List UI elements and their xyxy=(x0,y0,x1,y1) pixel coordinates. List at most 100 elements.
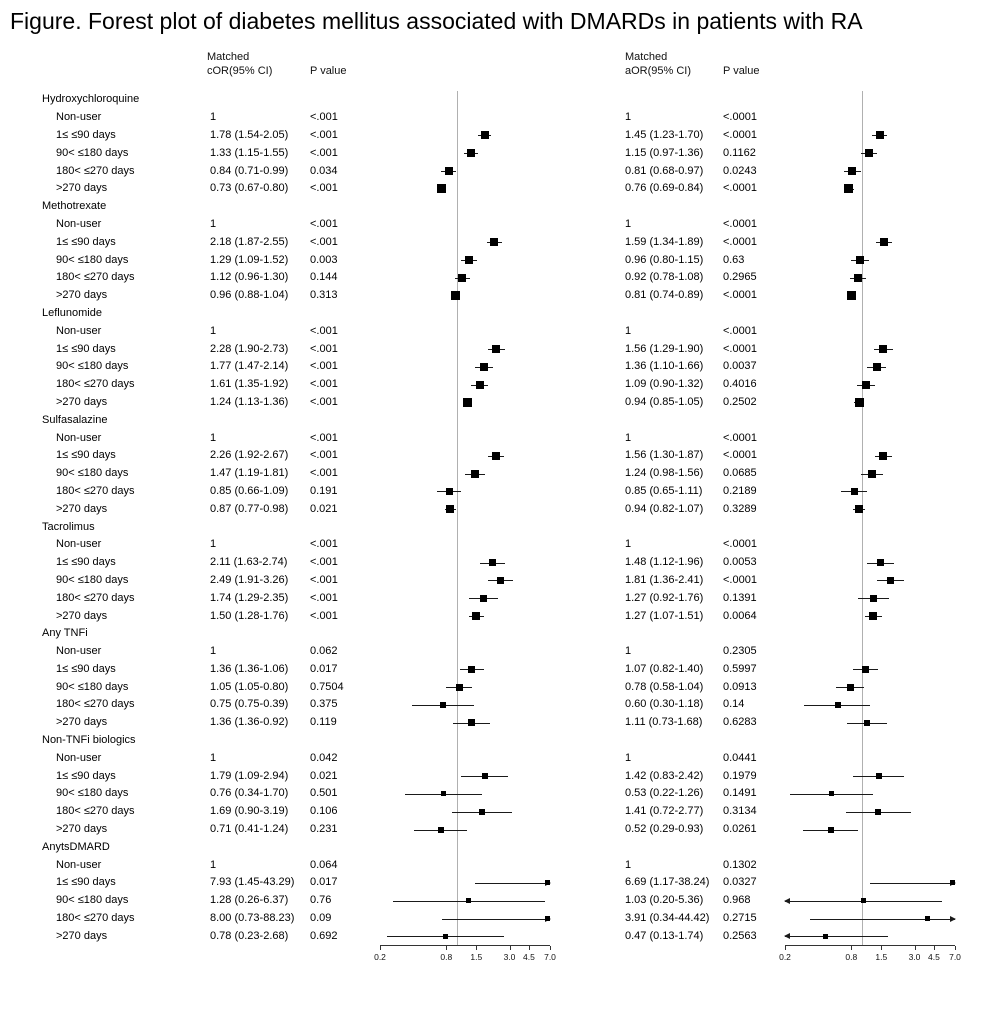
row-label: 1≤ ≤90 days xyxy=(56,342,116,355)
forest-plot-cell-cor xyxy=(380,340,550,358)
forest-plot-cell-cor xyxy=(380,215,550,234)
reference-line xyxy=(457,91,458,109)
forest-data-row: 1≤ ≤90 days 2.28 (1.90-2.73) <.001 1.56 (1.… xyxy=(0,340,1001,358)
axis-tick xyxy=(550,946,551,951)
point-estimate-marker xyxy=(466,898,472,904)
forest-plot-cell-aor xyxy=(785,713,955,732)
axis-tick-label: 0.2 xyxy=(374,952,386,963)
forest-group-row: Leflunomide xyxy=(0,304,1001,323)
point-estimate-marker xyxy=(855,505,863,514)
cor-value: 1.05 (1.05-0.80) xyxy=(210,680,289,693)
axis-tick xyxy=(881,946,883,951)
point-estimate-marker xyxy=(875,773,882,780)
reference-line xyxy=(457,749,458,768)
forest-group-row: Tacrolimus xyxy=(0,518,1001,536)
point-estimate-marker xyxy=(444,167,453,176)
point-estimate-marker xyxy=(864,149,873,158)
reference-line xyxy=(862,197,863,216)
group-label: Sulfasalazine xyxy=(42,413,108,426)
cor-value: 1.61 (1.35-1.92) xyxy=(210,378,289,391)
axis-tick-label: 4.5 xyxy=(927,952,940,963)
reference-line xyxy=(457,144,458,163)
cor-pvalue: <.001 xyxy=(310,467,338,480)
forest-data-row: 90< ≤180 days 2.49 (1.91-3.26) <.001 1.81 (… xyxy=(0,571,1001,590)
cor-pvalue: 0.042 xyxy=(310,751,338,764)
reference-line xyxy=(862,340,863,358)
forest-plot-cell-aor xyxy=(785,500,955,519)
aor-value: 1 xyxy=(625,858,632,871)
point-estimate-marker xyxy=(481,773,488,780)
cor-pvalue: 0.106 xyxy=(310,805,338,818)
cor-pvalue: 0.064 xyxy=(310,858,338,871)
reference-line xyxy=(862,215,863,234)
aor-pvalue: 0.2563 xyxy=(723,929,757,942)
cor-pvalue: <.001 xyxy=(310,573,338,586)
forest-plot-cell-cor xyxy=(380,767,550,786)
point-estimate-marker xyxy=(854,397,864,407)
point-estimate-marker xyxy=(466,149,475,158)
reference-line xyxy=(457,660,458,679)
aor-pvalue: <.0001 xyxy=(723,538,757,551)
point-estimate-marker xyxy=(861,665,869,673)
forest-data-row: 1≤ ≤90 days 2.18 (1.87-2.55) <.001 1.59 (1.… xyxy=(0,233,1001,252)
forest-plot-cell-aor xyxy=(785,767,955,786)
forest-data-row: 180< ≤270 days 0.84 (0.71-0.99) 0.034 0.81 … xyxy=(0,162,1001,180)
row-label: >270 days xyxy=(56,502,108,515)
cor-pvalue: 0.09 xyxy=(310,912,332,925)
forest-data-row: 90< ≤180 days 1.77 (1.47-2.14) <.001 1.36 (… xyxy=(0,357,1001,376)
point-estimate-marker xyxy=(863,719,870,726)
row-label: >270 days xyxy=(56,395,108,408)
forest-plot-cell-cor xyxy=(380,446,550,465)
cor-pvalue: 0.003 xyxy=(310,253,338,266)
forest-plot-cell-cor xyxy=(380,197,550,216)
ci-arrow-left-icon xyxy=(784,897,790,904)
forest-data-row: 180< ≤270 days 0.75 (0.75-0.39) 0.375 0.60 … xyxy=(0,696,1001,714)
aor-pvalue: 0.2502 xyxy=(723,395,757,408)
axis-tick xyxy=(955,946,956,951)
aor-pvalue: 0.1979 xyxy=(723,769,757,782)
forest-data-row: Non-user 1 <.001 1 <.0001 xyxy=(0,108,1001,127)
reference-line xyxy=(457,767,458,786)
forest-plot-cell-aor xyxy=(785,642,955,661)
point-estimate-marker xyxy=(440,701,447,708)
cor-pvalue: <.001 xyxy=(310,324,338,337)
reference-line xyxy=(862,91,863,109)
cor-pvalue: 0.144 xyxy=(310,271,338,284)
cor-header-label: cOR(95% CI) xyxy=(207,65,273,77)
aor-pvalue: 0.2189 xyxy=(723,484,757,497)
aor-pvalue: 0.1391 xyxy=(723,591,757,604)
forest-plot-cell-aor xyxy=(785,535,955,554)
forest-plot-cell-cor xyxy=(380,179,550,198)
forest-plot-cell-aor xyxy=(784,927,955,946)
row-label: 180< ≤270 days xyxy=(56,271,135,284)
forest-plot-cell-aor xyxy=(785,696,955,714)
aor-value: 0.53 (0.22-1.26) xyxy=(625,787,704,800)
cor-value: 1 xyxy=(210,324,217,337)
aor-value: 1.42 (0.83-2.42) xyxy=(625,769,704,782)
point-estimate-marker xyxy=(868,469,877,478)
aor-pvalue: 0.0685 xyxy=(723,467,757,480)
row-label: Non-user xyxy=(56,645,102,658)
point-estimate-marker xyxy=(480,362,489,371)
reference-line xyxy=(862,553,863,572)
forest-plot-cell-aor xyxy=(785,624,955,643)
point-estimate-marker xyxy=(490,238,499,247)
aor-pvalue: <.0001 xyxy=(723,324,757,337)
aor-value: 1 xyxy=(625,431,632,444)
axis-tick xyxy=(446,946,448,951)
cor-value: 1 xyxy=(210,431,217,444)
forest-plot-cell-cor xyxy=(380,642,550,661)
reference-line xyxy=(862,518,863,536)
cor-value: 2.49 (1.91-3.26) xyxy=(210,573,289,586)
forest-plot-cell-cor xyxy=(380,856,550,875)
cor-pvalue: 0.692 xyxy=(310,929,338,942)
forest-plot-cell-aor xyxy=(785,429,955,447)
row-label: 180< ≤270 days xyxy=(56,484,135,497)
row-label: >270 days xyxy=(56,609,108,622)
reference-line xyxy=(862,856,863,875)
point-estimate-marker xyxy=(844,184,854,194)
row-label: 180< ≤270 days xyxy=(56,805,135,818)
forest-plot-cell-aor xyxy=(785,233,955,252)
forest-data-row: >270 days 1.50 (1.28-1.76) <.001 1.27 (1.07… xyxy=(0,607,1001,625)
row-label: 90< ≤180 days xyxy=(56,253,129,266)
